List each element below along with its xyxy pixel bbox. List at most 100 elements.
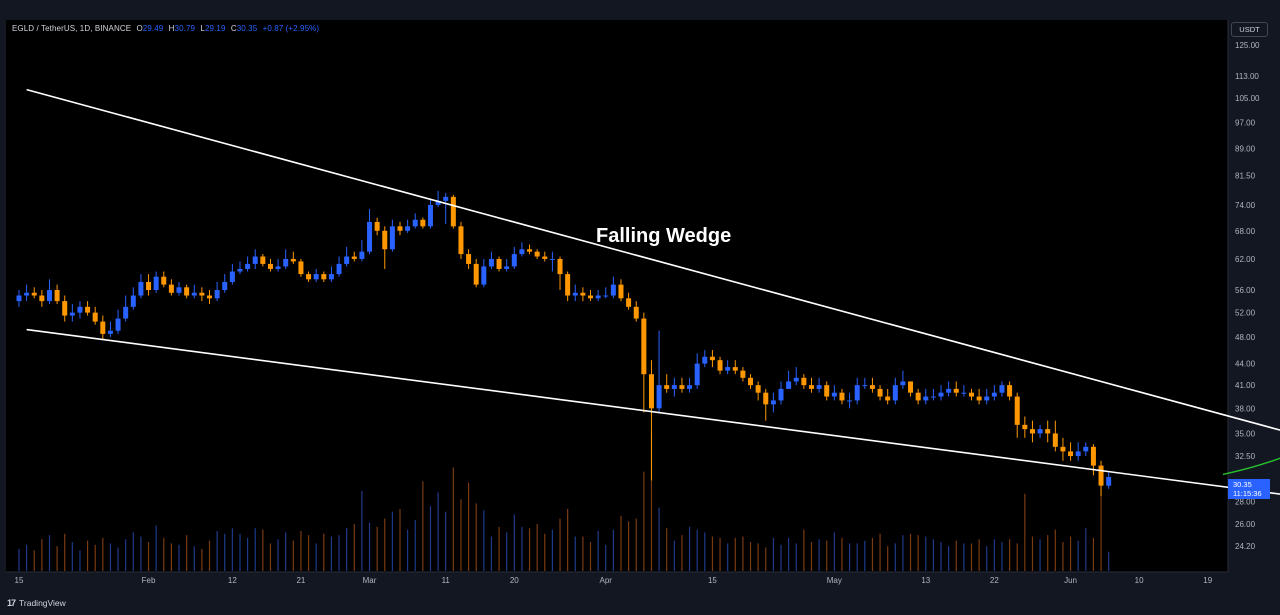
volume-bar [536, 524, 538, 571]
volume-bar [117, 547, 119, 571]
candle-body [671, 385, 677, 389]
candle-body [222, 281, 228, 291]
candle-body [1007, 385, 1013, 397]
volume-bar [643, 471, 645, 571]
currency-button[interactable]: USDT [1231, 22, 1268, 37]
volume-bar [147, 542, 150, 571]
volume-bar [506, 532, 508, 571]
price-tick-label: 38.00 [1235, 404, 1256, 413]
high-label: H [168, 24, 175, 33]
volume-bar [475, 503, 477, 571]
volume-bar [269, 543, 272, 571]
candle-body [588, 295, 593, 299]
volume-bar [48, 535, 51, 571]
candle-body [1029, 429, 1035, 434]
candle-body [648, 374, 654, 409]
volume-bar [704, 532, 706, 571]
candle-body [854, 385, 860, 401]
candle-body [786, 381, 792, 389]
volume-bar [635, 518, 637, 571]
volume-bar [186, 535, 188, 571]
candle-body [69, 312, 75, 316]
time-tick-label: Jun [1064, 576, 1077, 585]
candle-body [1037, 429, 1043, 434]
candle-body [885, 396, 891, 401]
candle-body [938, 392, 944, 397]
symbol-name[interactable]: EGLD / TetherUS, 1D, BINANCE [12, 24, 132, 33]
price-tick-label: 44.00 [1235, 360, 1256, 369]
volume-bar [917, 535, 919, 571]
candle-body [191, 292, 197, 296]
volume-bar [612, 529, 614, 571]
candle-body [808, 385, 814, 389]
time-tick-label: 15 [15, 576, 24, 585]
candle-body [877, 388, 883, 397]
candle-body [778, 388, 784, 401]
volume-bar [841, 537, 843, 571]
volume-bar [437, 492, 439, 571]
volume-bar [193, 546, 195, 571]
falling-wedge-annotation[interactable]: Falling Wedge [596, 225, 732, 247]
candle-body [336, 263, 342, 275]
volume-bar [86, 540, 89, 571]
volume-bar [856, 543, 858, 571]
volume-bar [79, 550, 81, 571]
volume-bar [909, 533, 912, 571]
volume-bar [772, 537, 774, 571]
candle-body [298, 261, 304, 275]
candle-body [443, 196, 449, 201]
candle-body [679, 385, 685, 389]
candle-body [420, 219, 426, 227]
time-tick-label: Apr [600, 576, 613, 585]
candle-body [580, 292, 586, 296]
volume-bar [94, 544, 96, 571]
candle-body [610, 284, 616, 296]
upper-trendline [26, 88, 1280, 431]
volume-bar [1001, 542, 1003, 571]
candle-body [839, 392, 845, 401]
candle-body [504, 266, 510, 269]
candle-body [1106, 476, 1112, 486]
volume-bar [688, 526, 691, 571]
volume-bar [993, 539, 995, 571]
volume-bar [178, 544, 180, 571]
volume-bar [887, 546, 889, 571]
volume-bar [254, 528, 256, 571]
volume-bar [41, 539, 43, 571]
volume-bar [391, 511, 393, 571]
candle-body [481, 266, 487, 285]
candle-body [633, 306, 639, 319]
volume-bar [848, 543, 851, 571]
candle-body [687, 385, 693, 389]
volume-bar [125, 539, 127, 571]
price-tick-label: 74.00 [1235, 201, 1256, 210]
candle-body [245, 263, 251, 269]
candle-body [168, 284, 174, 293]
volume-bar [201, 548, 203, 571]
volume-bar [605, 544, 607, 571]
price-tick-label: 113.00 [1235, 72, 1259, 81]
price-tick-label: 35.00 [1235, 429, 1256, 438]
candle-body [961, 392, 967, 394]
volume-bar [1039, 539, 1041, 571]
volume-bar [414, 519, 416, 571]
candle-body [1068, 451, 1074, 457]
volume-bar [780, 544, 782, 571]
candle-body [1060, 446, 1066, 452]
volume-bar [879, 533, 881, 571]
volume-bar [224, 533, 226, 571]
volume-bar [490, 536, 493, 571]
price-tick-label: 56.00 [1235, 286, 1256, 295]
volume-bar [1092, 537, 1095, 571]
volume-bar [422, 481, 424, 571]
candle-body [207, 295, 212, 299]
volume-bar [277, 539, 279, 571]
candle-body [260, 256, 266, 264]
candle-body [725, 367, 731, 371]
tradingview-brand[interactable]: 17 TradingView [7, 598, 66, 608]
candle-body [321, 274, 327, 280]
volume-bar [719, 537, 721, 571]
volume-bar [231, 528, 233, 571]
candle-body [214, 290, 220, 299]
